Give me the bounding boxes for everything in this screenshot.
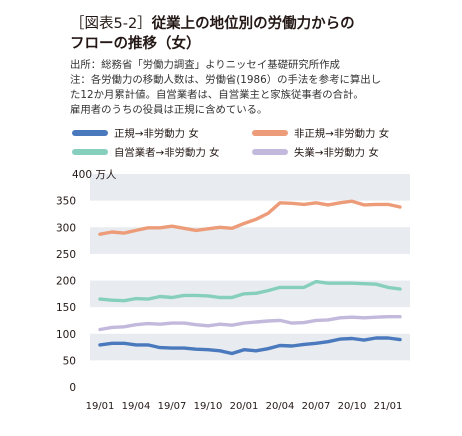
x-tick-label: 19/01 [86,401,115,412]
figure-title: ［図表5-2］従業上の地位別の労働力からの フローの推移（女） [70,14,440,54]
legend-label-regular: 正規→非労動力 女 [114,128,199,140]
y-tick-label: 250 [56,249,76,261]
y-tick-label: 0 [69,382,76,394]
x-tick-label: 20/07 [302,401,331,412]
grid-band [90,227,410,254]
x-tick-label: 21/01 [374,401,403,412]
x-tick-label: 20/10 [338,401,367,412]
title-line-1: 従業上の地位別の労働力からの [151,16,355,32]
y-tick-label: 350 [56,196,76,208]
title-line-2: フローの推移（女） [70,36,201,52]
x-tick-label: 20/01 [230,401,259,412]
grid-band [90,174,410,201]
legend-label-unemployed: 失業→非労動力 女 [294,147,379,159]
legend-label-nonregular: 非正規→非労動力 女 [294,128,390,140]
y-tick-label: 50 [63,355,76,367]
legend-label-selfemployed: 自営業者→非労動力 女 [114,147,220,159]
y-tick-label: 200 [56,276,76,288]
legend-swatch-unemployed [252,148,288,155]
x-tick-label: 19/10 [194,401,223,412]
legend-item-regular: 正規→非労動力 女 [72,125,199,140]
x-tick-label: 19/07 [158,401,187,412]
legend-item-nonregular: 非正規→非労動力 女 [252,125,389,140]
y-tick-label: 150 [56,302,76,314]
note-3: 雇用者のうちの役員は正規に含めている。 [70,104,268,116]
legend-swatch-nonregular [252,129,288,136]
legend-item-unemployed: 失業→非労動力 女 [252,144,379,159]
y-tick-label: 100 [56,329,76,341]
legend-swatch-regular [72,129,108,136]
grid-band [90,333,410,361]
legend-item-selfemployed: 自営業者→非労動力 女 [72,144,220,159]
series-line-nonregular [98,199,402,236]
series-line-regular [98,336,402,356]
legend-swatch-selfemployed [72,148,108,155]
figure-number: ［図表5-2］ [70,16,152,32]
y-tick-label: 400 万人 [72,169,117,181]
x-tick-label: 19/04 [122,401,151,412]
x-tick-label: 20/04 [266,401,295,412]
note-2: た12か月累計値。自営業者は、自営業主と家族従事者の合計。 [70,89,364,101]
note-source: 出所：総務省「労働力調査」よりニッセイ基礎研究所作成 [70,59,340,71]
series-line-selfemployed [98,279,402,303]
y-tick-label: 300 [56,222,76,234]
source-notes: 出所：総務省「労働力調査」よりニッセイ基礎研究所作成 注：各労働力の移動人数は、… [70,58,450,118]
series-line-unemployed [98,315,402,332]
note-1: 注：各労働力の移動人数は、労働省(1986）の手法を参考に算出し [70,74,382,86]
